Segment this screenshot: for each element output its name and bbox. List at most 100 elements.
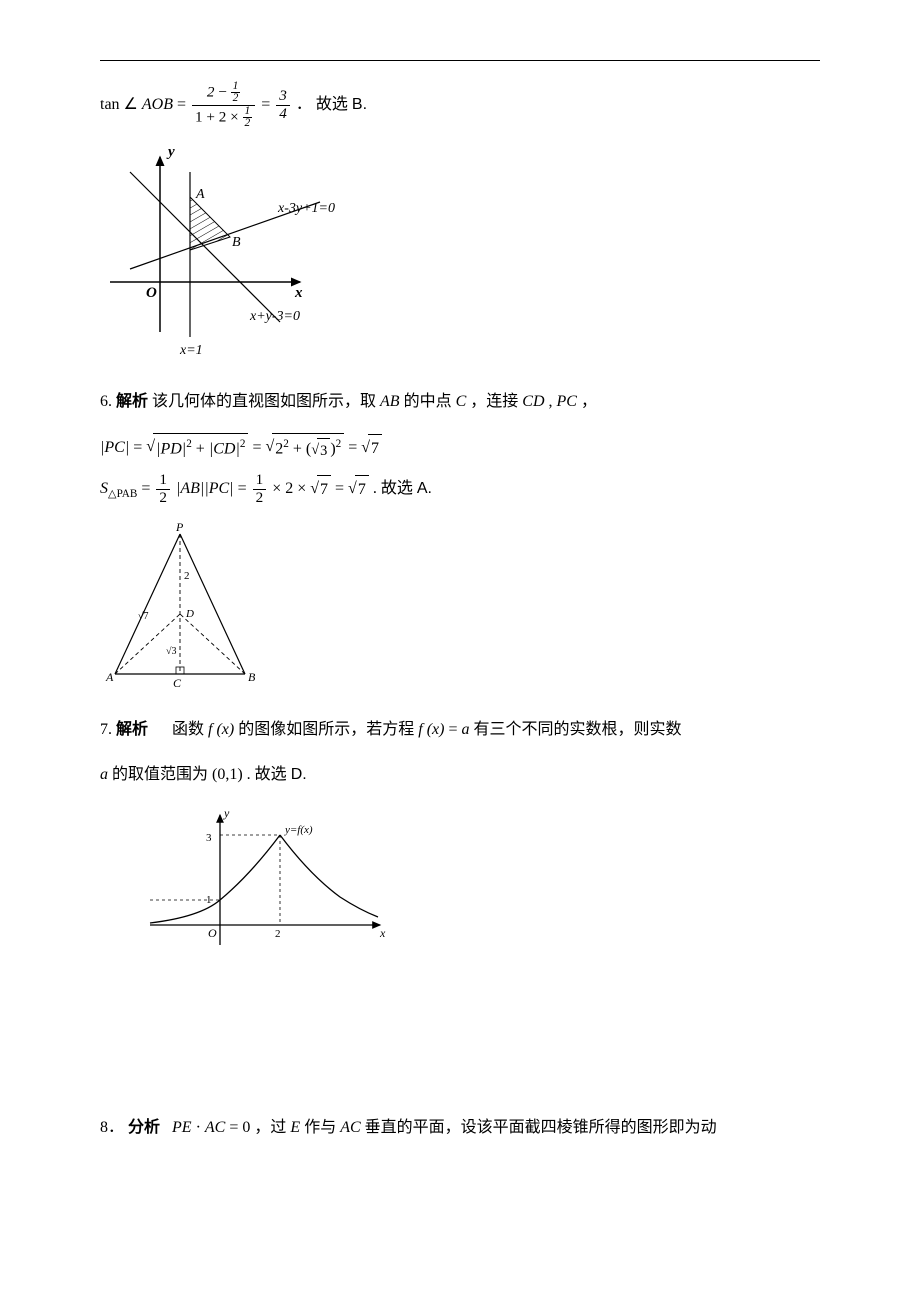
q6-t4: ， bbox=[581, 393, 597, 410]
q5-big-frac: 2 − 1 2 1 + 2 × 1 2 bbox=[192, 81, 255, 130]
q7-eq: = bbox=[448, 721, 457, 738]
q7-tail: . 故选 bbox=[247, 766, 287, 783]
q7-t1: 函数 bbox=[172, 721, 204, 738]
q8-E: E bbox=[290, 1119, 300, 1136]
q8-pe: PE bbox=[172, 1119, 192, 1136]
q5-top-a: 2 bbox=[207, 83, 215, 100]
q7-line1: 7. 解析 函数 f (x) 的图像如图所示，若方程 f (x) = a 有三个… bbox=[100, 716, 820, 745]
q7-fx2: f (x) bbox=[418, 721, 444, 738]
q6-pc-eq: |PC| = |PD|2 + |CD|2 = 22 + (3)2 = 7 bbox=[100, 433, 820, 464]
q7-diagram: y x O 3 1 2 y=f(x) bbox=[140, 805, 820, 966]
q8-ac: AC bbox=[205, 1119, 225, 1136]
q7-int: (0,1) bbox=[212, 766, 243, 783]
q5-answer: B. bbox=[352, 91, 367, 120]
q6-pc-rad2: 22 + (3)2 bbox=[265, 433, 344, 464]
q6-s-eq3: = bbox=[335, 475, 344, 504]
q6-s-r7a: 7 bbox=[310, 475, 331, 505]
q7-yt1: 3 bbox=[206, 832, 212, 844]
q8-eq: = 0 bbox=[229, 1119, 250, 1136]
q5-eq1: = bbox=[177, 91, 186, 120]
q6-s-eq2: = bbox=[238, 475, 247, 504]
q5-equation: tan ∠ AOB = 2 − 1 2 1 + 2 × 1 2 = 3 4 ． … bbox=[100, 81, 820, 130]
q7-num: 7. bbox=[100, 721, 112, 738]
q5-angle: AOB bbox=[142, 91, 173, 120]
q6-num: 6. bbox=[100, 393, 112, 410]
q5-bot-a: 1 + 2 × bbox=[195, 108, 239, 125]
q7-xt: 2 bbox=[275, 928, 281, 940]
q7-x: x bbox=[379, 926, 386, 940]
q6-s-r7b: 7 bbox=[348, 475, 369, 505]
q6-pc-eq2: = bbox=[252, 434, 261, 463]
blank-gap bbox=[100, 978, 820, 1098]
q7-fxlabel: y=f(x) bbox=[284, 824, 313, 836]
q7-a2: a bbox=[100, 766, 108, 783]
q7-t2: 的图像如图所示，若方程 bbox=[238, 721, 414, 738]
q6-e2: √7 bbox=[138, 611, 149, 622]
q5-top-small: 1 2 bbox=[231, 81, 241, 105]
q6-s-lhs: S△PAB bbox=[100, 475, 137, 504]
q7-t3: 有三个不同的实数根，则实数 bbox=[473, 721, 681, 738]
q5-tail: ． 故选 bbox=[296, 91, 348, 120]
q7-yt2: 1 bbox=[206, 894, 212, 906]
q6-e3: √3 bbox=[166, 646, 177, 657]
q6-pc-rad1: |PD|2 + |CD|2 bbox=[146, 433, 248, 464]
q6-s-ab: |AB||PC| bbox=[176, 475, 234, 504]
q6-pc-lhs: |PC| bbox=[100, 434, 129, 463]
q6-PC: PC bbox=[557, 393, 577, 410]
q8-t2: 作与 bbox=[304, 1119, 336, 1136]
q6-s-eq1: = bbox=[141, 475, 150, 504]
q6-s-half2: 1 2 bbox=[253, 472, 267, 506]
q6-P: P bbox=[175, 520, 184, 534]
q6-e1: 2 bbox=[184, 570, 190, 582]
q8-t1: ，过 bbox=[254, 1119, 286, 1136]
q6-answer: A. bbox=[417, 475, 432, 504]
q5-bot-small: 1 2 bbox=[243, 106, 253, 130]
q6-s-eq: S△PAB = 1 2 |AB||PC| = 1 2 × 2 × 7 = 7 .… bbox=[100, 472, 820, 506]
q6-t3: ，连接 bbox=[470, 393, 518, 410]
q6-Bv: B bbox=[248, 670, 256, 684]
q7-answer: D. bbox=[291, 766, 307, 783]
q6-pc-eq1: = bbox=[133, 434, 142, 463]
q5-tan: tan ∠ bbox=[100, 91, 138, 120]
q5-x-label: x bbox=[294, 285, 303, 301]
top-rule bbox=[100, 60, 820, 61]
q6-label: 解析 bbox=[116, 393, 148, 410]
q5-top-minus: − bbox=[218, 83, 227, 100]
q6-diagram: P A B C D 2 √7 √3 bbox=[100, 519, 820, 700]
q7-label: 解析 bbox=[116, 721, 148, 738]
q8-label: 分析 bbox=[128, 1119, 160, 1136]
q5-line3-label: x=1 bbox=[179, 343, 203, 358]
q6-pc-res: 7 bbox=[361, 434, 382, 464]
q5-A-label: A bbox=[195, 187, 205, 202]
q6-text: 6. 解析 该几何体的直视图如图所示，取 AB 的中点 C ，连接 CD , P… bbox=[100, 388, 820, 417]
q6-s-half1: 1 2 bbox=[156, 472, 170, 506]
q7-y: y bbox=[223, 806, 230, 820]
q5-y-label: y bbox=[166, 144, 175, 160]
q5-B-label: B bbox=[232, 235, 241, 250]
q5-O-label: O bbox=[146, 285, 157, 301]
q7-fx1: f (x) bbox=[208, 721, 234, 738]
q5-result-frac: 3 4 bbox=[276, 88, 290, 122]
q5-eq2: = bbox=[261, 91, 270, 120]
q6-s-times: × 2 × bbox=[272, 475, 306, 504]
q6-CD: CD bbox=[522, 393, 544, 410]
q6-D: D bbox=[185, 608, 194, 620]
q8-t3: 垂直的平面，设该平面截四棱锥所得的图形即为动 bbox=[365, 1119, 717, 1136]
q8-ac2: AC bbox=[340, 1119, 360, 1136]
q6-A: A bbox=[105, 670, 114, 684]
q6-s-tail: . 故选 bbox=[373, 475, 413, 504]
q8-line: 8． 分析 PE · AC = 0 ，过 E 作与 AC 垂直的平面，设该平面截… bbox=[100, 1114, 820, 1143]
q6-Cv: C bbox=[173, 676, 182, 689]
q7-t4: 的取值范围为 bbox=[112, 766, 208, 783]
q7-O: O bbox=[208, 926, 217, 940]
q6-t1: 该几何体的直视图如图所示，取 bbox=[152, 393, 376, 410]
q7-a: a bbox=[461, 721, 469, 738]
q5-line2-label: x+y-3=0 bbox=[249, 309, 300, 324]
q6-AB: AB bbox=[380, 393, 400, 410]
q5-line1-label: x-3y+1=0 bbox=[277, 201, 335, 216]
q6-t2: 的中点 bbox=[404, 393, 452, 410]
q6-C: C bbox=[456, 393, 467, 410]
q6-comma: , bbox=[549, 393, 553, 410]
q8-dot: · bbox=[196, 1119, 201, 1136]
q6-pc-eq3: = bbox=[348, 434, 357, 463]
